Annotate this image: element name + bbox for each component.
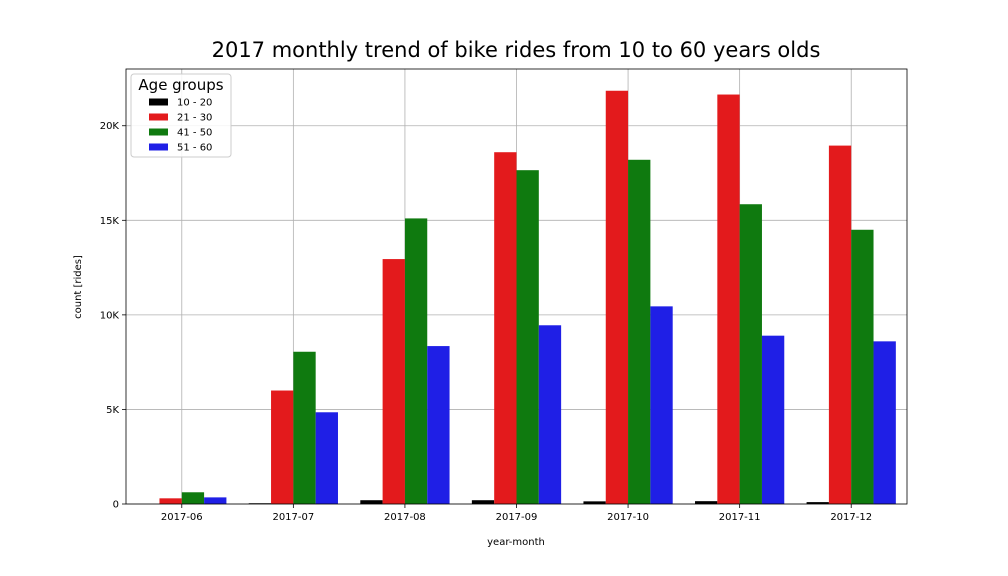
bar-51-60-2017-10 bbox=[650, 306, 673, 504]
bar-41-50-2017-09 bbox=[516, 170, 539, 504]
bar-21-30-2017-11 bbox=[717, 94, 740, 505]
y-tick-label: 0 bbox=[113, 500, 119, 511]
bar-51-60-2017-08 bbox=[427, 346, 450, 504]
legend-entry-label: 51 - 60 bbox=[177, 143, 212, 154]
bar-10-20-2017-10 bbox=[583, 501, 606, 504]
bar-51-60-2017-09 bbox=[538, 325, 562, 504]
bar-41-50-2017-11 bbox=[739, 204, 762, 504]
bar-21-30-2017-12 bbox=[828, 145, 852, 504]
legend-entry-label: 41 - 50 bbox=[177, 128, 212, 139]
bars bbox=[159, 90, 896, 505]
x-tick-label: 2017-06 bbox=[161, 512, 203, 523]
x-tick-label: 2017-08 bbox=[384, 512, 426, 523]
bar-21-30-2017-07 bbox=[271, 390, 294, 504]
y-tick-label: 5K bbox=[106, 405, 119, 416]
bar-41-50-2017-12 bbox=[851, 229, 874, 504]
legend-items: 10 - 20 21 - 30 41 - 50 51 - 60 bbox=[149, 98, 212, 154]
x-tick-label: 2017-12 bbox=[830, 512, 872, 523]
x-tick-label: 2017-11 bbox=[719, 512, 761, 523]
bar-21-30-2017-08 bbox=[382, 259, 405, 504]
x-tick-label: 2017-10 bbox=[607, 512, 649, 523]
y-tick-label: 10K bbox=[100, 310, 120, 321]
bar-21-30-2017-06 bbox=[159, 498, 182, 504]
legend-swatch bbox=[149, 98, 168, 106]
y-axis-label: count [rides] bbox=[73, 255, 84, 319]
legend: Age groups 10 - 20 21 - 30 41 - 50 51 - 60 bbox=[130, 73, 232, 158]
legend-entry-label: 10 - 20 bbox=[177, 98, 212, 109]
bar-10-20-2017-11 bbox=[695, 501, 718, 504]
legend-entry-label: 21 - 30 bbox=[177, 113, 212, 124]
tick-labels: 0 5K 10K 15K 20K 2017-06 2017-07 2017-08 2017-09… bbox=[100, 121, 872, 523]
legend-box bbox=[130, 73, 232, 158]
x-tick-label: 2017-07 bbox=[272, 512, 314, 523]
bar-10-20-2017-12 bbox=[806, 502, 829, 504]
bar-51-60-2017-11 bbox=[761, 335, 785, 504]
bar-41-50-2017-07 bbox=[293, 351, 316, 504]
legend-swatch bbox=[149, 128, 168, 136]
bar-21-30-2017-09 bbox=[494, 152, 517, 504]
bar-21-30-2017-10 bbox=[605, 90, 629, 504]
x-tick-label: 2017-09 bbox=[496, 512, 538, 523]
bar-51-60-2017-12 bbox=[873, 341, 896, 504]
chart-title: 2017 monthly trend of bike rides from 10… bbox=[212, 38, 821, 62]
bar-10-20-2017-09 bbox=[471, 500, 495, 504]
bar-41-50-2017-06 bbox=[181, 492, 205, 504]
bar-41-50-2017-10 bbox=[628, 159, 651, 505]
bar-41-50-2017-08 bbox=[404, 218, 428, 505]
bar-51-60-2017-06 bbox=[204, 497, 227, 504]
y-tick-label: 20K bbox=[100, 121, 120, 132]
legend-swatch bbox=[149, 143, 168, 151]
x-axis-label: year-month bbox=[487, 537, 545, 548]
legend-title: Age groups bbox=[138, 76, 223, 94]
y-tick-label: 15K bbox=[100, 216, 120, 227]
bar-10-20-2017-08 bbox=[360, 500, 383, 504]
legend-swatch bbox=[149, 113, 168, 121]
bar-51-60-2017-07 bbox=[315, 412, 338, 504]
